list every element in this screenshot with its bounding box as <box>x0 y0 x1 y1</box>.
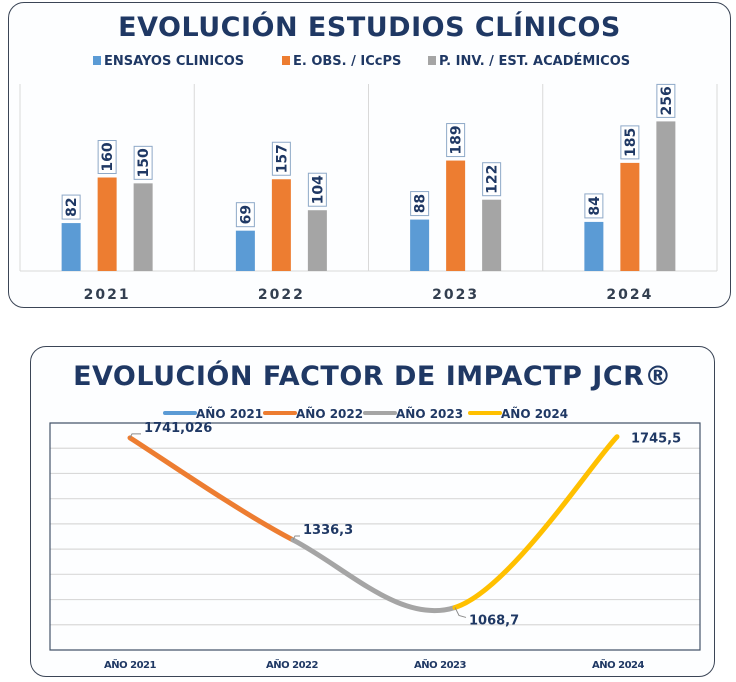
chart-title: EVOLUCIÓN ESTUDIOS CLÍNICOS <box>118 12 621 43</box>
legend-swatch <box>428 56 436 65</box>
data-label: 88 <box>410 191 430 217</box>
line-segment <box>127 435 296 543</box>
line-segment <box>452 434 620 610</box>
data-label-box <box>133 145 153 180</box>
bar <box>410 219 430 271</box>
x-tick-label: 2023 <box>432 287 479 303</box>
legend-label: AÑO 2024 <box>501 406 568 421</box>
data-label-text: 82 <box>64 197 80 216</box>
data-label: 160 <box>97 140 117 174</box>
bar <box>133 183 153 271</box>
data-label-text: 189 <box>449 125 465 154</box>
legend-label: AÑO 2021 <box>196 406 263 421</box>
value-label: 1741,026 <box>144 421 212 436</box>
data-label-box <box>307 172 327 207</box>
bar <box>271 179 291 271</box>
data-label-box <box>482 162 502 197</box>
legend-label: AÑO 2022 <box>296 406 363 421</box>
clinical-studies-chart: ENSAYOS CLINICOS E. OBS. / ICcPS P. INV. /… <box>19 53 718 303</box>
data-label-text: 69 <box>238 205 254 224</box>
x-tick-label: AÑO 2022 <box>266 658 318 671</box>
data-label-text: 84 <box>587 196 603 216</box>
line-segment <box>290 537 458 614</box>
bar <box>584 221 604 271</box>
chart-title: EVOLUCIÓN FACTOR DE IMPACTP JCR® <box>73 361 672 392</box>
leader-line <box>454 607 467 618</box>
legend-swatch <box>282 56 290 65</box>
x-tick-label: 2022 <box>258 287 305 303</box>
data-label: 69 <box>235 202 255 228</box>
value-label: 1336,3 <box>303 523 353 538</box>
data-label-text: 185 <box>623 128 639 157</box>
data-label-text: 160 <box>100 142 116 171</box>
bar <box>656 121 676 272</box>
data-label: 256 <box>656 83 676 118</box>
bar <box>61 223 81 271</box>
bar <box>97 177 117 271</box>
data-label: 189 <box>446 123 466 158</box>
data-label-box <box>61 194 81 220</box>
data-label-box <box>271 141 291 176</box>
data-label-box <box>620 125 640 160</box>
bar <box>307 210 327 271</box>
data-label-text: 157 <box>274 144 290 173</box>
bar <box>620 162 640 271</box>
leader-line <box>129 433 141 439</box>
data-label-box <box>584 193 604 219</box>
impact-factor-chart-panel: EVOLUCIÓN FACTOR DE IMPACTP JCR® <box>30 346 715 677</box>
bar <box>482 199 502 271</box>
x-tick-label: AÑO 2024 <box>592 658 644 671</box>
x-tick-label: 2024 <box>606 287 653 303</box>
bar <box>446 160 466 271</box>
plot-area <box>49 422 701 651</box>
legend-label: ENSAYOS CLINICOS <box>104 54 244 69</box>
data-label-box <box>410 191 430 217</box>
legend-label: AÑO 2023 <box>396 406 463 421</box>
data-label: 150 <box>133 145 153 180</box>
value-label: 1068,7 <box>469 613 519 628</box>
data-label-text: 256 <box>659 86 675 115</box>
data-label-box <box>656 83 676 118</box>
legend-label: P. INV. / EST. ACADÉMICOS <box>439 53 630 69</box>
data-label: 82 <box>61 194 81 220</box>
value-label: 1745,5 <box>631 432 681 447</box>
data-label-text: 150 <box>136 148 152 177</box>
data-label: 104 <box>307 172 327 207</box>
x-tick-label: AÑO 2021 <box>104 658 156 671</box>
data-label: 84 <box>584 193 604 219</box>
data-label: 122 <box>482 162 502 197</box>
data-label-text: 104 <box>310 175 326 204</box>
leader-line <box>292 535 300 541</box>
bar <box>235 230 255 271</box>
legend-swatch <box>93 56 101 65</box>
data-label: 157 <box>271 141 291 176</box>
data-label-text: 122 <box>485 165 501 194</box>
x-tick-label: 2021 <box>84 287 131 303</box>
legend-label: E. OBS. / ICcPS <box>293 54 401 69</box>
x-tick-label: AÑO 2023 <box>414 658 466 671</box>
data-label-box <box>97 140 117 174</box>
data-label-text: 88 <box>413 194 429 213</box>
data-label-box <box>235 202 255 228</box>
data-label: 185 <box>620 125 640 160</box>
clinical-studies-chart-panel: EVOLUCIÓN ESTUDIOS CLÍNICOS <box>8 2 731 308</box>
data-label-box <box>446 123 466 158</box>
